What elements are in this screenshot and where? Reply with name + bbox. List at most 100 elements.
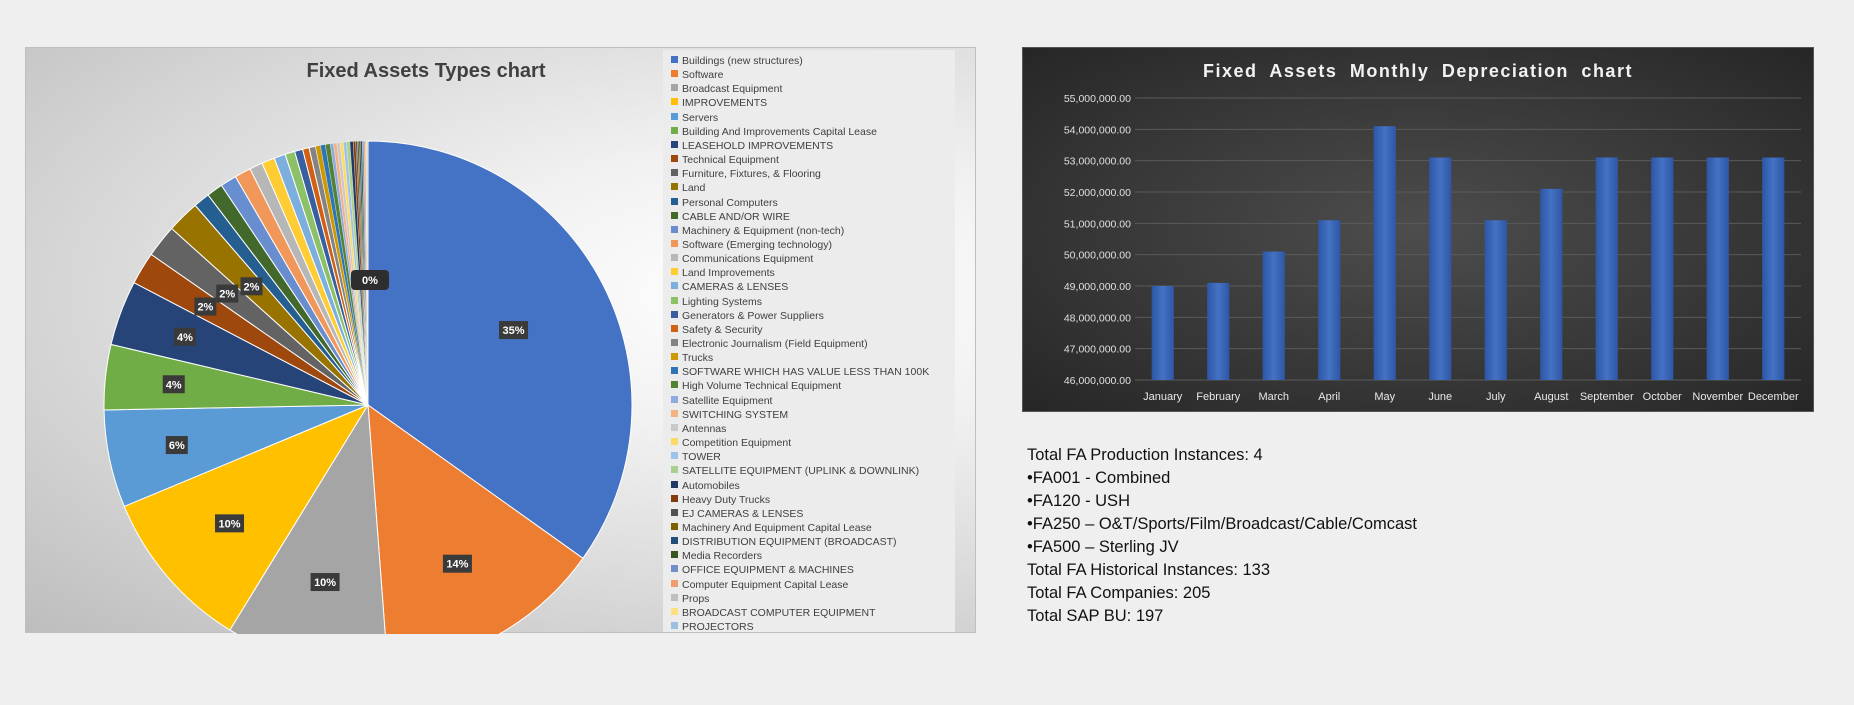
legend-swatch xyxy=(671,353,678,361)
legend-label: CAMERAS & LENSES xyxy=(682,281,789,294)
pie-data-label: 35% xyxy=(502,325,524,337)
legend-swatch xyxy=(671,480,678,488)
pie-data-label: 2% xyxy=(244,281,260,293)
x-tick-label: March xyxy=(1258,391,1289,403)
y-tick-label: 49,000,000.00 xyxy=(1064,281,1131,293)
legend-label: Automobiles xyxy=(682,479,740,492)
legend-label: Software (Emerging technology) xyxy=(682,238,832,251)
bar xyxy=(1262,251,1285,380)
legend-swatch xyxy=(671,282,678,290)
pie-data-label-box xyxy=(216,284,239,303)
pie-slice xyxy=(229,403,386,634)
legend-swatch xyxy=(671,423,678,431)
legend-swatch xyxy=(671,466,678,474)
pie-data-label: 4% xyxy=(166,379,182,391)
y-tick-label: 50,000,000.00 xyxy=(1064,250,1131,262)
legend-label: Machinery & Equipment (non-tech) xyxy=(682,224,845,237)
legend-swatch xyxy=(671,522,678,530)
legend-label: PROJECTORS xyxy=(682,621,754,633)
bar xyxy=(1429,157,1452,380)
legend-swatch xyxy=(671,169,678,177)
pie-data-label: 6% xyxy=(169,440,185,452)
stat-fa120: •FA120 - USH xyxy=(1027,492,1130,510)
stat-fa500: •FA500 – Sterling JV xyxy=(1027,538,1179,556)
pie-data-label: 10% xyxy=(219,518,241,530)
legend-swatch xyxy=(671,140,678,148)
legend-swatch xyxy=(671,579,678,587)
legend-item: Software (Emerging technology) xyxy=(671,238,832,252)
bar xyxy=(1318,220,1341,380)
pie-data-label-box xyxy=(499,321,529,340)
pie-data-label: 2% xyxy=(219,289,235,301)
pie-data-label: 2% xyxy=(197,302,213,314)
legend-item: BROADCAST COMPUTER EQUIPMENT xyxy=(671,606,876,620)
bar xyxy=(1373,126,1396,380)
x-tick-label: June xyxy=(1428,391,1452,403)
legend-item: Machinery & Equipment (non-tech) xyxy=(671,224,844,238)
legend-swatch xyxy=(671,324,678,332)
stat-sap-bu: Total SAP BU: 197 xyxy=(1027,607,1164,625)
legend-label: Satellite Equipment xyxy=(682,394,773,407)
legend-label: IMPROVEMENTS xyxy=(682,97,768,110)
legend-item: Safety & Security xyxy=(671,323,763,337)
legend-label: Land xyxy=(682,182,706,195)
y-tick-label: 55,000,000.00 xyxy=(1064,93,1131,105)
legend-swatch xyxy=(671,310,678,318)
legend-item: Technical Equipment xyxy=(671,153,779,167)
pie-legend: Buildings (new structures) Software Broadc… xyxy=(663,50,955,634)
x-tick-label: May xyxy=(1374,391,1395,403)
pie-data-label: 0% xyxy=(362,275,378,287)
y-tick-label: 53,000,000.00 xyxy=(1064,156,1131,168)
bar-chart-title: Fixed Assets Monthly Depreciation chart xyxy=(1203,61,1633,81)
legend-item: OFFICE EQUIPMENT & MACHINES xyxy=(671,563,854,577)
legend-item: Trucks xyxy=(671,351,713,365)
monthly-depreciation-chart: 46,000,000.00 47,000,000.00 48,000,000.00 4… xyxy=(1022,47,1814,412)
legend-item: Servers xyxy=(671,111,718,125)
legend-item: PROJECTORS xyxy=(671,620,754,634)
legend-swatch xyxy=(671,70,678,78)
legend-swatch xyxy=(671,239,678,247)
legend-swatch xyxy=(671,622,678,629)
pie-chart-svg: 35% 14% 10% 10% 6% 4% 4% 2% 2% 2% 0% xyxy=(103,140,633,634)
legend-swatch xyxy=(671,565,678,573)
legend-swatch xyxy=(671,296,678,304)
legend-label: Land Improvements xyxy=(682,267,775,280)
legend-item: Lighting Systems xyxy=(671,295,762,309)
legend-label: Machinery And Equipment Capital Lease xyxy=(682,521,872,534)
bar xyxy=(1595,157,1618,380)
y-tick-label: 47,000,000.00 xyxy=(1064,344,1131,356)
y-tick-label: 51,000,000.00 xyxy=(1064,218,1131,230)
pie-data-label-box xyxy=(351,270,389,290)
legend-swatch xyxy=(671,551,678,559)
legend-item: DISTRIBUTION EQUIPMENT (BROADCAST) xyxy=(671,535,897,549)
pie-data-label: 4% xyxy=(177,332,193,344)
pie-data-label: 10% xyxy=(314,577,336,589)
legend-label: Buildings (new structures) xyxy=(682,55,803,67)
legend-label: CABLE AND/OR WIRE xyxy=(682,210,790,223)
legend-swatch xyxy=(671,183,678,191)
legend-label: High Volume Technical Equipment xyxy=(682,380,842,393)
legend-label: Communications Equipment xyxy=(682,253,814,266)
legend-swatch xyxy=(671,367,678,375)
legend-item: Communications Equipment xyxy=(671,252,813,266)
x-tick-label: July xyxy=(1486,391,1506,403)
pie-slice xyxy=(367,140,369,406)
legend-swatch xyxy=(671,508,678,516)
legend-item: Broadcast Equipment xyxy=(671,82,782,96)
legend-item: Building And Improvements Capital Lease xyxy=(671,125,877,139)
legend-label: Personal Computers xyxy=(682,196,778,209)
pie-data-label: 14% xyxy=(446,559,468,571)
legend-swatch xyxy=(671,254,678,262)
pie-chart-title: Fixed Assets Types chart xyxy=(306,60,546,82)
legend-item: Heavy Duty Trucks xyxy=(671,493,770,507)
legend-label: DISTRIBUTION EQUIPMENT (BROADCAST) xyxy=(682,536,897,549)
legend-item: LEASEHOLD IMPROVEMENTS xyxy=(671,139,833,153)
legend-label: Electronic Journalism (Field Equipment) xyxy=(682,338,868,350)
bar xyxy=(1484,220,1507,380)
x-tick-label: January xyxy=(1143,391,1183,403)
legend-item: Props xyxy=(671,592,709,606)
legend-swatch xyxy=(671,409,678,417)
legend-label: SOFTWARE WHICH HAS VALUE LESS THAN 100K xyxy=(682,366,930,379)
legend-swatch xyxy=(671,225,678,233)
pie-data-label-box xyxy=(442,554,472,573)
